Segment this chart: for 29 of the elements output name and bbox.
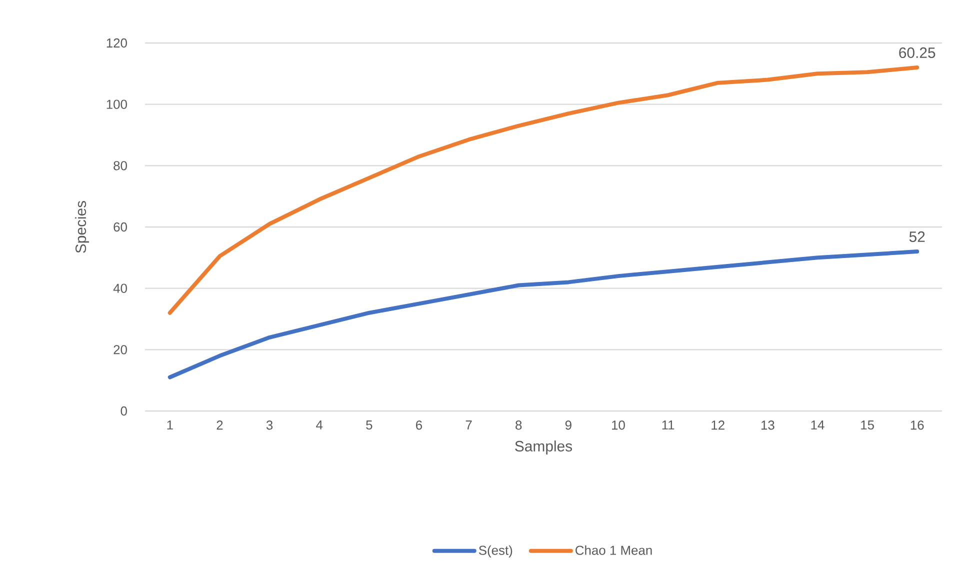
x-tick-label: 5 bbox=[366, 420, 372, 430]
x-tick-label: 3 bbox=[266, 420, 273, 430]
x-tick-label: 9 bbox=[565, 420, 572, 430]
y-tick-label: 60 bbox=[114, 222, 127, 232]
x-tick-label: 2 bbox=[216, 420, 223, 430]
y-tick-label: 100 bbox=[106, 100, 127, 109]
x-tick-label: 16 bbox=[910, 420, 924, 430]
annotation: 60.25 bbox=[899, 47, 936, 58]
x-tick-label: 13 bbox=[761, 420, 774, 430]
x-tick-label: 10 bbox=[612, 420, 625, 430]
y-tick-label: 40 bbox=[113, 284, 127, 293]
annotation: 52 bbox=[909, 231, 925, 242]
x-tick-label: 8 bbox=[516, 420, 522, 430]
x-axis-title: Samples bbox=[515, 440, 572, 454]
x-tick-label: 4 bbox=[316, 420, 323, 430]
x-tick-label: 14 bbox=[811, 420, 824, 430]
x-tick-label: 1 bbox=[167, 420, 173, 430]
x-tick-label: 15 bbox=[861, 420, 874, 430]
x-tick-label: 6 bbox=[416, 420, 422, 430]
x-tick-label: 7 bbox=[466, 420, 472, 430]
x-tick-label: 12 bbox=[712, 420, 724, 430]
y-tick-label: 20 bbox=[114, 345, 127, 354]
legend-label: S(est) bbox=[478, 545, 512, 558]
y-tick-label: 120 bbox=[106, 38, 127, 48]
x-tick-label: 11 bbox=[662, 420, 674, 430]
y-tick-label: 80 bbox=[114, 161, 127, 170]
y-axis-title: Species bbox=[75, 200, 90, 253]
y-tick-label: 0 bbox=[120, 406, 127, 416]
legend-label: Chao 1 Mean bbox=[576, 545, 652, 555]
